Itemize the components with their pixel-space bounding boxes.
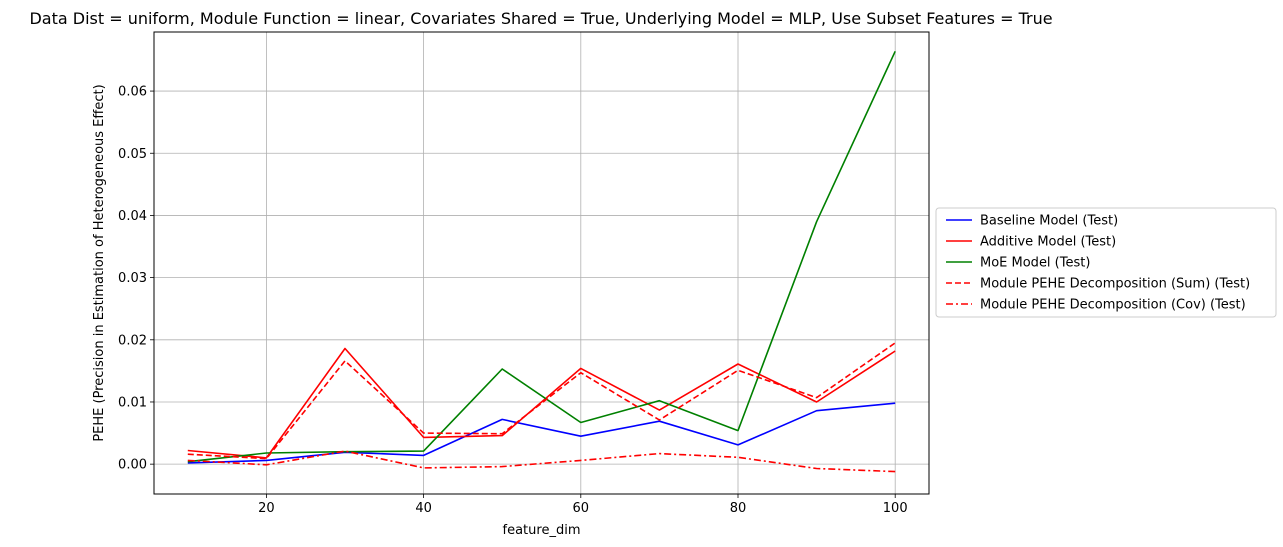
x-tick-label: 60 [573, 501, 590, 516]
series-line-1 [188, 403, 895, 463]
grid-lines [154, 32, 929, 494]
y-tick-label: 0.03 [118, 271, 147, 286]
plot-area [154, 32, 929, 494]
y-tick-label: 0.00 [118, 458, 147, 473]
y-tick-label: 0.02 [118, 333, 147, 348]
legend-entry-label: Additive Model (Test) [980, 235, 1116, 250]
x-axis-label: feature_dim [503, 523, 581, 538]
y-tick-label: 0.01 [118, 395, 147, 410]
x-tick-label: 80 [730, 501, 747, 516]
series-line-4 [188, 343, 895, 459]
y-tick-label: 0.05 [118, 147, 147, 162]
x-tick-label: 100 [883, 501, 908, 516]
y-tick-label: 0.04 [118, 209, 147, 224]
series-line-3 [188, 51, 895, 461]
series-lines [188, 51, 895, 471]
y-axis-label: PEHE (Precision in Estimation of Heterog… [92, 84, 107, 441]
chart-title: Data Dist = uniform, Module Function = l… [29, 9, 1052, 28]
x-tick-label: 40 [415, 501, 432, 516]
x-axis-ticks: 20 40 60 80 100 [258, 494, 907, 516]
series-line-2 [188, 349, 895, 458]
y-tick-label: 0.06 [118, 85, 147, 100]
legend: Baseline Model (Test) Additive Model (Tes… [936, 208, 1276, 317]
y-axis-ticks: 0.00 0.01 0.02 0.03 0.04 0.05 0.06 [118, 85, 154, 473]
legend-entry-label: Baseline Model (Test) [980, 214, 1118, 229]
series-line-5 [188, 451, 895, 472]
x-tick-label: 20 [258, 501, 275, 516]
legend-entry-label: MoE Model (Test) [980, 256, 1090, 271]
legend-entry-label: Module PEHE Decomposition (Sum) (Test) [980, 277, 1250, 292]
legend-entry-label: Module PEHE Decomposition (Cov) (Test) [980, 298, 1246, 313]
